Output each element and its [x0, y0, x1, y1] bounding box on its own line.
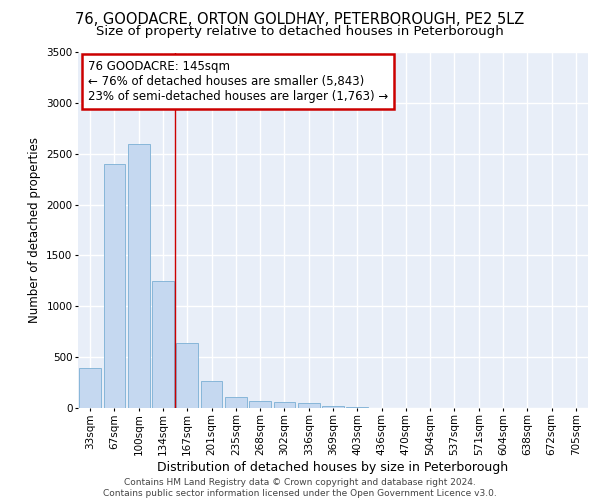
Bar	[79, 368, 101, 408]
Text: 76 GOODACRE: 145sqm
← 76% of detached houses are smaller (5,843)
23% of semi-det: 76 GOODACRE: 145sqm ← 76% of detached ho…	[88, 60, 388, 102]
Text: Contains HM Land Registry data © Crown copyright and database right 2024.
Contai: Contains HM Land Registry data © Crown c…	[103, 478, 497, 498]
X-axis label: Distribution of detached houses by size in Peterborough: Distribution of detached houses by size …	[157, 460, 509, 473]
Text: Size of property relative to detached houses in Peterborough: Size of property relative to detached ho…	[96, 25, 504, 38]
Bar	[346, 407, 368, 408]
Bar	[104, 164, 125, 408]
Bar	[225, 398, 247, 407]
Text: 76, GOODACRE, ORTON GOLDHAY, PETERBOROUGH, PE2 5LZ: 76, GOODACRE, ORTON GOLDHAY, PETERBOROUG…	[76, 12, 524, 28]
Bar	[274, 402, 295, 407]
Bar	[249, 402, 271, 407]
Bar	[152, 280, 174, 407]
Bar	[128, 144, 149, 407]
Bar	[322, 406, 344, 408]
Bar	[298, 404, 320, 407]
Bar	[176, 342, 198, 407]
Bar	[200, 381, 223, 407]
Y-axis label: Number of detached properties: Number of detached properties	[28, 137, 41, 323]
